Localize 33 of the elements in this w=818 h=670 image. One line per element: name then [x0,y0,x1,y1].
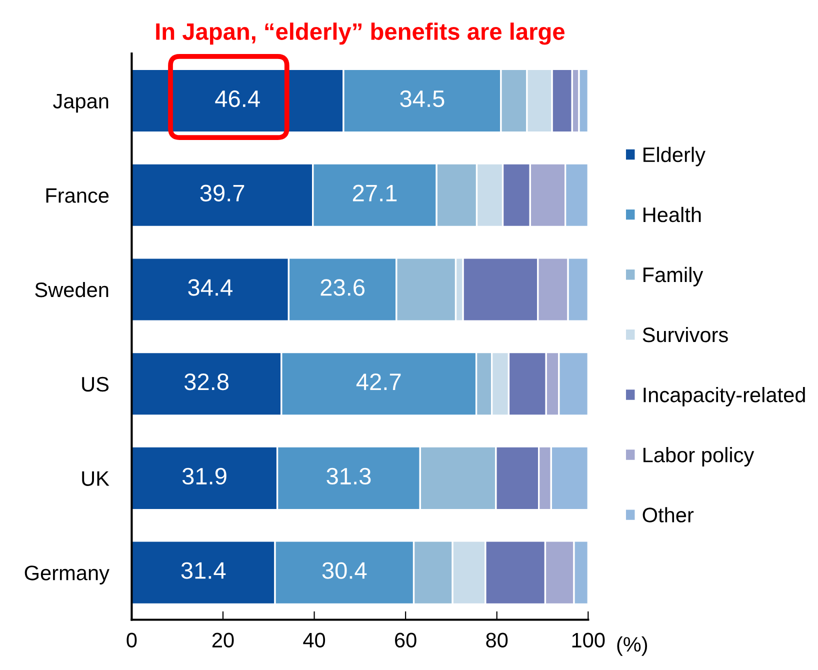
legend-label: Family [644,266,704,286]
data-label: 32.8 [184,373,229,390]
x-axis-title: (%) [617,636,648,656]
y-tick-label: UK [82,471,110,486]
legend-label: Labor policy [644,447,754,466]
y-tick-label: Germany [24,566,110,584]
x-tick-label: 0 [126,632,137,648]
data-label: 30.4 [322,562,367,579]
x-tick-label: 80 [486,632,508,648]
data-label: 27.1 [352,184,397,202]
data-label: 23.6 [320,279,365,296]
x-tick-label: 100 [572,632,605,648]
legend-label: Elderly [644,146,706,166]
data-label: 42.7 [356,373,401,390]
chart-title: In Japan, “elderly” benefits are large [156,22,564,45]
data-label: 34.4 [188,279,232,296]
data-label: 31.4 [181,562,226,579]
legend-label: Health [644,206,701,222]
x-tick-label: 40 [303,632,326,648]
y-tick-label: France [46,188,109,203]
y-tick-label: US [82,376,109,392]
y-tick-label: Sweden [35,282,108,298]
data-label: 31.9 [182,468,226,485]
data-label: 46.4 [215,90,260,108]
legend-label: Incapacity-related [644,387,805,406]
legend-label: Survivors [642,326,728,342]
data-label: 39.7 [200,184,244,202]
x-tick-label: 60 [395,632,416,648]
data-label: 31.3 [326,468,371,485]
x-tick-label: 20 [212,632,234,648]
legend-label: Other [642,507,694,522]
y-tick-label: Japan [53,94,108,113]
data-label: 34.5 [400,90,444,108]
